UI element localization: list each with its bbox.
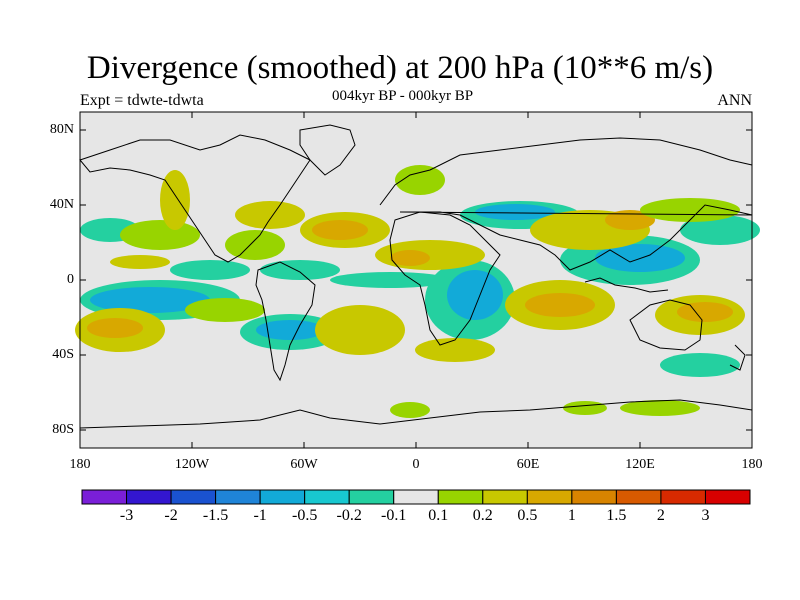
contour-neg	[260, 260, 340, 280]
coast-new-zealand	[729, 344, 746, 371]
subtitle-left: Expt = tdwte-tdwta	[80, 92, 204, 109]
colorbar-box	[437, 489, 484, 505]
colorbar-label: 3	[701, 507, 710, 524]
contour-pos	[620, 400, 700, 416]
lat-label: 80N	[49, 122, 74, 137]
lon-label: 180	[741, 457, 763, 472]
coast-australia	[629, 299, 703, 351]
contour-pos	[605, 210, 655, 230]
colorbar-label: -0.1	[381, 507, 407, 524]
colorbar	[81, 489, 751, 505]
colorbar-box	[526, 489, 573, 505]
contour-pos	[235, 201, 305, 229]
contour-pos	[677, 302, 733, 322]
lon-label: 180	[69, 457, 91, 472]
colorbar-label: 0.1	[428, 507, 449, 524]
plot-title: Divergence (smoothed) at 200 hPa (10**6 …	[86, 50, 714, 86]
contour-pos	[160, 170, 190, 230]
contour-pos	[563, 401, 607, 415]
map-panel	[75, 111, 760, 449]
contour-neg	[447, 270, 503, 320]
colorbar-box	[304, 489, 350, 505]
contour-neg	[330, 272, 450, 288]
colorbar-box	[81, 489, 128, 505]
coast-indonesia	[584, 277, 669, 293]
colorbar-box	[348, 489, 395, 505]
contour-neg	[256, 320, 324, 340]
colorbar-box	[482, 489, 528, 505]
contour-pos	[395, 165, 445, 195]
coast-south-america	[255, 261, 316, 382]
contour-pos	[87, 318, 143, 338]
contour-neg	[90, 287, 210, 313]
colorbar-box	[615, 489, 662, 505]
lon-label: 0	[412, 457, 420, 472]
contour-pos	[185, 298, 265, 322]
lon-label: 120E	[625, 457, 655, 472]
colorbar-box	[259, 489, 306, 505]
colorbar-box	[393, 489, 439, 505]
lon-label: 60E	[516, 457, 540, 472]
colorbar-label: 1.5	[606, 507, 627, 524]
coast-antarctica	[79, 399, 753, 429]
lon-label: 120W	[174, 457, 210, 472]
coast-eurasia	[379, 137, 753, 271]
coast-north-america	[79, 134, 311, 263]
colorbar-label: 2	[656, 507, 665, 524]
contour-pos	[390, 250, 430, 266]
contour-pos	[315, 305, 405, 355]
coast-africa	[389, 211, 501, 346]
colorbar-label: -0.5	[291, 507, 318, 524]
subtitle-center: 004kyr BP - 000kyr BP	[332, 88, 474, 104]
coastlines	[79, 124, 753, 429]
colorbar-label: 1	[567, 507, 576, 524]
subtitle-right: ANN	[717, 92, 752, 109]
contour-pos	[225, 230, 285, 260]
contour-pos	[415, 338, 495, 362]
contour-pos	[312, 220, 368, 240]
colorbar-label: -1	[253, 507, 267, 524]
colorbar-label: 0.2	[472, 507, 493, 524]
colorbar-label: -1.5	[202, 507, 229, 524]
colorbar-box	[126, 489, 172, 505]
colorbar-label: -3	[119, 507, 134, 524]
contour-neg	[680, 215, 760, 245]
contour-neg	[660, 353, 740, 377]
contour-pos	[390, 402, 430, 418]
coast-greenland	[299, 124, 356, 176]
contour-pos	[640, 198, 740, 222]
lon-label: 60W	[290, 457, 318, 472]
lat-label: 40S	[52, 347, 74, 362]
colorbar-label: -0.2	[336, 507, 362, 524]
contour-fields	[75, 165, 760, 418]
lat-label: 40N	[49, 197, 74, 212]
colorbar-box	[215, 489, 261, 505]
lat-label: 0	[67, 272, 74, 287]
contour-pos	[110, 255, 170, 269]
ticks	[80, 112, 752, 448]
colorbar-box	[660, 489, 706, 505]
contour-neg	[170, 260, 250, 280]
colorbar-label: 0.5	[517, 507, 538, 524]
contour-pos	[525, 293, 595, 317]
lat-label: 80S	[52, 422, 74, 437]
colorbar-box	[704, 489, 751, 505]
contour-pos	[120, 220, 200, 250]
colorbar-box	[571, 489, 617, 505]
colorbar-box	[170, 489, 217, 505]
contour-neg	[475, 204, 555, 220]
colorbar-label: -2	[164, 507, 178, 524]
